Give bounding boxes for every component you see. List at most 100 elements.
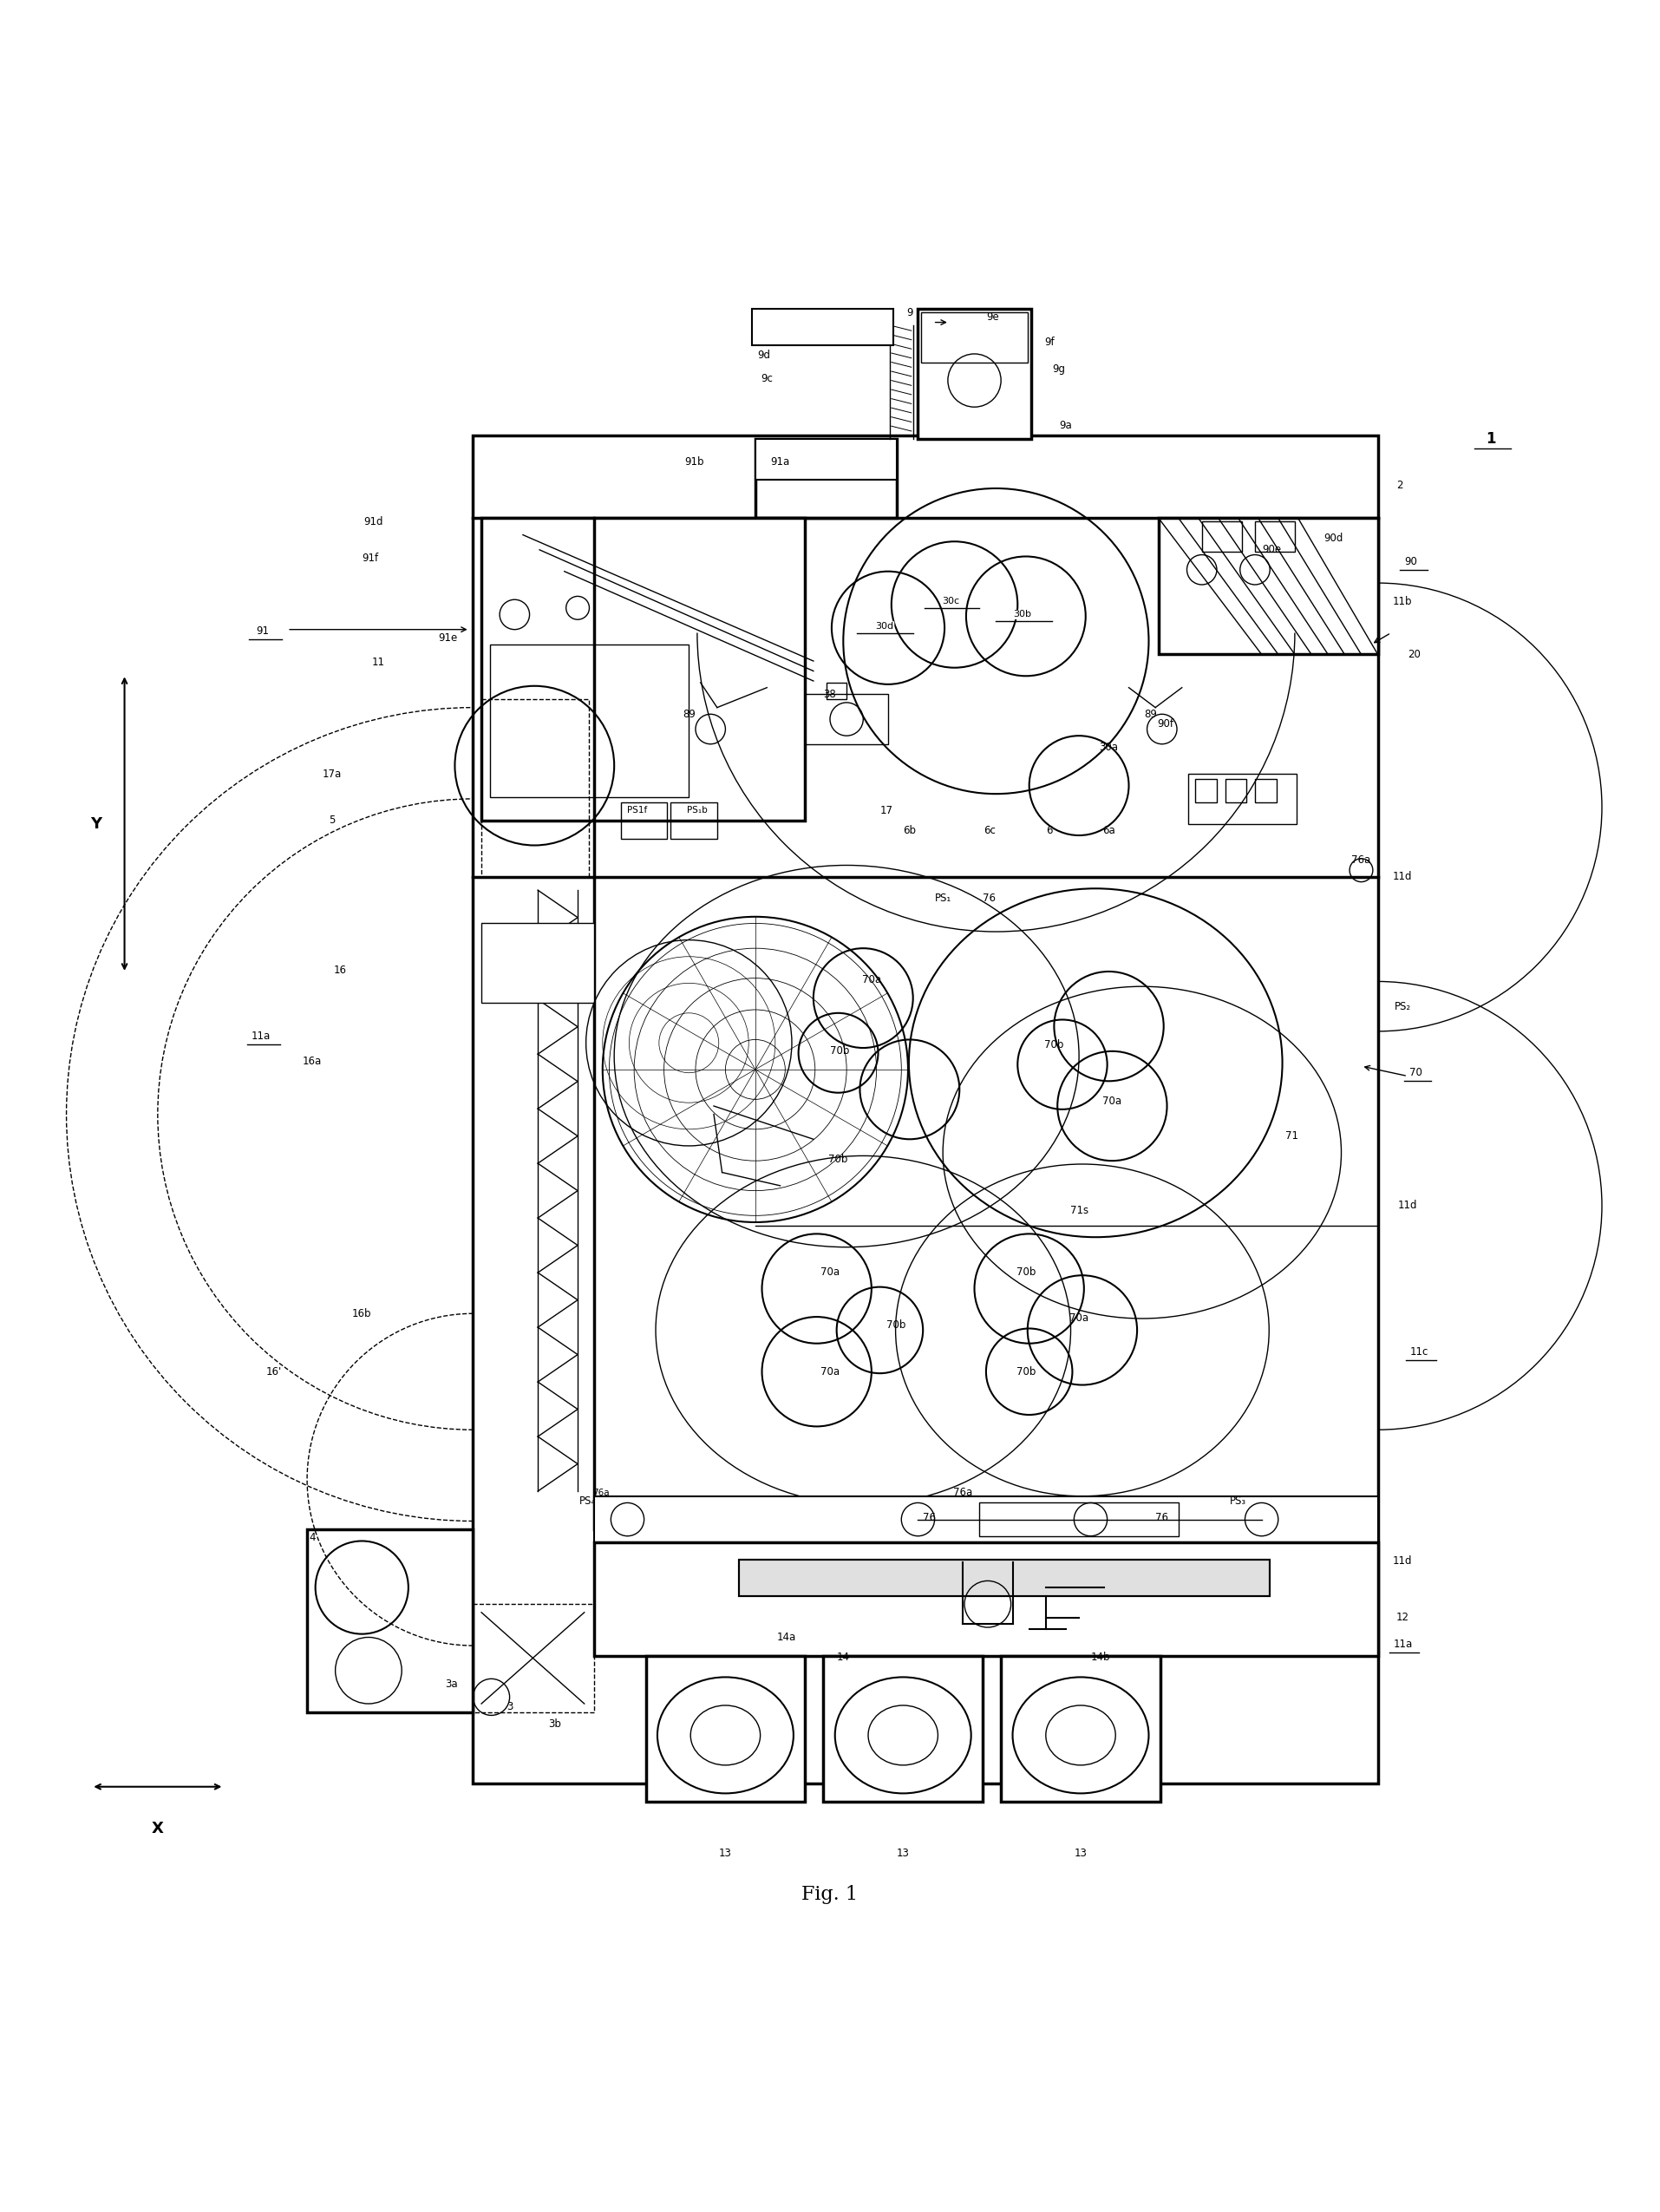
- Text: 11d: 11d: [1398, 1199, 1418, 1212]
- Bar: [1001, 1655, 1160, 1801]
- Bar: [1255, 522, 1295, 551]
- Circle shape: [1074, 1502, 1107, 1535]
- Text: 71: 71: [1285, 1130, 1298, 1141]
- Text: 13: 13: [719, 1847, 732, 1858]
- Text: PS₄: PS₄: [579, 1495, 596, 1506]
- Text: 16a: 16a: [302, 1055, 322, 1066]
- Text: 2: 2: [1396, 480, 1403, 491]
- Bar: [1195, 779, 1217, 803]
- Text: 70a: 70a: [862, 973, 881, 987]
- Text: 90d: 90d: [1323, 533, 1343, 544]
- Bar: [921, 312, 1028, 363]
- Text: 11a: 11a: [251, 1031, 271, 1042]
- Bar: [755, 438, 896, 518]
- Text: 70a: 70a: [1069, 1314, 1089, 1325]
- Text: PS₂: PS₂: [1394, 1000, 1411, 1013]
- Text: 70b: 70b: [886, 1321, 906, 1332]
- Text: 9e: 9e: [986, 312, 999, 323]
- Text: 91a: 91a: [770, 456, 790, 467]
- Bar: [827, 684, 847, 699]
- Text: X: X: [151, 1820, 164, 1836]
- Bar: [481, 518, 805, 821]
- Text: 90: 90: [1404, 555, 1418, 566]
- Text: 89: 89: [1144, 708, 1157, 719]
- Bar: [621, 803, 667, 838]
- Text: 70a: 70a: [1102, 1095, 1122, 1106]
- Text: 16': 16': [266, 1367, 282, 1378]
- Bar: [755, 438, 896, 480]
- Text: 11b: 11b: [1393, 595, 1413, 606]
- Text: 13: 13: [896, 1847, 910, 1858]
- Bar: [979, 1502, 1179, 1535]
- Text: 9d: 9d: [757, 349, 770, 361]
- Text: 6: 6: [1046, 825, 1052, 836]
- Text: 70b: 70b: [1016, 1367, 1036, 1378]
- Text: 70a: 70a: [820, 1367, 840, 1378]
- Text: 90e: 90e: [1262, 544, 1282, 555]
- Text: 4: 4: [309, 1533, 315, 1544]
- Text: 70a: 70a: [820, 1267, 840, 1279]
- Text: 17a: 17a: [322, 768, 342, 779]
- Text: 16: 16: [334, 964, 347, 975]
- Text: 5: 5: [329, 814, 335, 825]
- Text: 14: 14: [837, 1652, 850, 1663]
- Bar: [1202, 522, 1242, 551]
- Text: 6a: 6a: [1102, 825, 1116, 836]
- Text: 70b: 70b: [1016, 1267, 1036, 1279]
- Text: 76a: 76a: [953, 1486, 973, 1498]
- Text: 6c: 6c: [983, 825, 996, 836]
- Text: 11: 11: [372, 657, 385, 668]
- Text: PS₁b: PS₁b: [687, 805, 707, 814]
- Text: 1: 1: [1486, 431, 1496, 447]
- Text: 17: 17: [880, 805, 893, 816]
- Bar: [739, 1559, 1270, 1595]
- Text: 76: 76: [983, 894, 996, 905]
- Text: 76a: 76a: [593, 1489, 609, 1498]
- Bar: [805, 695, 888, 743]
- Text: 14a: 14a: [777, 1632, 797, 1644]
- Bar: [473, 1604, 594, 1712]
- Text: 76: 76: [1155, 1513, 1169, 1524]
- Bar: [918, 310, 1031, 438]
- Text: 20: 20: [1408, 648, 1421, 659]
- Text: PS1f: PS1f: [627, 805, 647, 814]
- Bar: [594, 1542, 1378, 1655]
- Circle shape: [1245, 1502, 1278, 1535]
- Text: 71s: 71s: [1069, 1206, 1089, 1217]
- Bar: [739, 1559, 1270, 1595]
- Bar: [490, 644, 689, 796]
- Text: 91: 91: [256, 626, 269, 637]
- Text: 30c: 30c: [943, 597, 959, 606]
- Bar: [481, 922, 594, 1002]
- Text: 91f: 91f: [362, 553, 378, 564]
- Bar: [752, 310, 893, 345]
- Text: 30d: 30d: [875, 622, 895, 630]
- Text: 9: 9: [906, 307, 913, 319]
- Text: Fig. 1: Fig. 1: [802, 1885, 858, 1905]
- Bar: [671, 803, 717, 838]
- Bar: [1189, 774, 1296, 823]
- Bar: [481, 699, 589, 876]
- Text: 11c: 11c: [1409, 1347, 1429, 1358]
- Text: 30b: 30b: [1014, 611, 1031, 619]
- Text: 70: 70: [1409, 1066, 1423, 1079]
- Circle shape: [901, 1502, 935, 1535]
- Text: 91e: 91e: [438, 633, 458, 644]
- Text: 6b: 6b: [903, 825, 916, 836]
- Text: 76a: 76a: [1351, 854, 1371, 865]
- Text: 76: 76: [923, 1513, 936, 1524]
- Text: 11d: 11d: [1393, 1555, 1413, 1566]
- Text: 30a: 30a: [1099, 741, 1119, 752]
- Circle shape: [611, 1502, 644, 1535]
- Text: 14b: 14b: [1091, 1652, 1111, 1663]
- Text: 90f: 90f: [1157, 719, 1174, 730]
- Bar: [1225, 779, 1247, 803]
- Text: 70b: 70b: [828, 1152, 848, 1166]
- Text: PS₁: PS₁: [935, 894, 951, 905]
- Bar: [307, 1528, 473, 1712]
- Bar: [473, 436, 1378, 1783]
- Text: 3: 3: [506, 1701, 513, 1712]
- Text: 3a: 3a: [445, 1679, 458, 1690]
- Text: 11a: 11a: [1393, 1639, 1413, 1650]
- Text: 9f: 9f: [1044, 336, 1054, 347]
